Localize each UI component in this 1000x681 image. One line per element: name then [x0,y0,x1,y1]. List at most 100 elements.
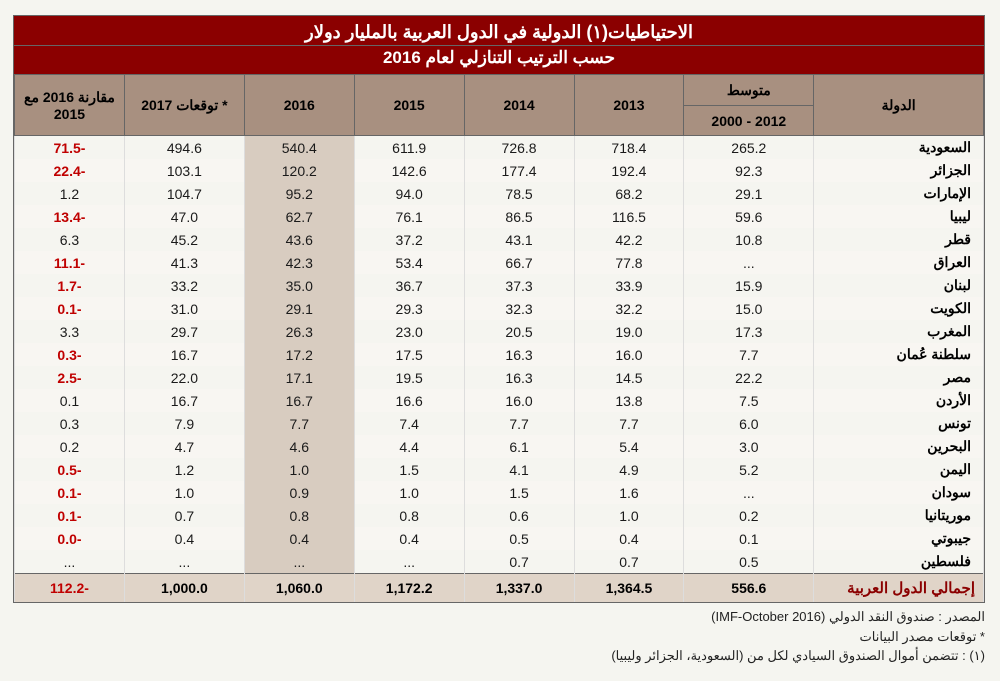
cell-country: جيبوتي [814,527,984,550]
table-row: قطر10.842.243.137.243.645.26.3 [15,228,984,251]
cell-2013: 68.2 [574,182,684,205]
cell-country: سودان [814,481,984,504]
title-line1: الاحتياطيات(١) الدولية في الدول العربية … [305,22,693,42]
cell-compare: ... [15,550,125,574]
reserves-table: الدولة متوسط 2013 2014 2015 2016 * توقعا… [14,74,984,602]
table-row: سلطنة عُمان7.716.016.317.517.216.7-0.3 [15,343,984,366]
cell-2014: 32.3 [464,297,574,320]
cell-2017: 47.0 [124,205,244,228]
cell-2015: 53.4 [354,251,464,274]
cell-2016: 0.4 [244,527,354,550]
cell-2015: 16.6 [354,389,464,412]
cell-avg: 59.6 [684,205,814,228]
cell-country: الأردن [814,389,984,412]
cell-avg: 15.0 [684,297,814,320]
th-avg-bottom: 2012 - 2000 [684,106,814,136]
cell-2017: 16.7 [124,389,244,412]
cell-2013: 19.0 [574,320,684,343]
cell-2016: 95.2 [244,182,354,205]
cell-2017: 33.2 [124,274,244,297]
cell-country: الكويت [814,297,984,320]
cell-2013: 0.4 [574,527,684,550]
total-label: إجمالي الدول العربية [814,574,984,603]
cell-2013: 32.2 [574,297,684,320]
cell-2016: 43.6 [244,228,354,251]
table-title: الاحتياطيات(١) الدولية في الدول العربية … [14,16,984,46]
cell-country: ليبيا [814,205,984,228]
cell-country: الجزائر [814,159,984,182]
cell-2015: 142.6 [354,159,464,182]
total-compare: -112.2 [15,574,125,603]
cell-2013: 16.0 [574,343,684,366]
cell-2017: 0.7 [124,504,244,527]
cell-2014: 0.5 [464,527,574,550]
cell-country: فلسطين [814,550,984,574]
cell-2014: 7.7 [464,412,574,435]
cell-2014: 16.3 [464,366,574,389]
cell-avg: 22.2 [684,366,814,389]
cell-avg: 0.5 [684,550,814,574]
note-source: المصدر : صندوق النقد الدولي (IMF-October… [15,607,985,627]
cell-avg: 29.1 [684,182,814,205]
cell-avg: ... [684,481,814,504]
cell-compare: -0.3 [15,343,125,366]
cell-2014: 6.1 [464,435,574,458]
total-2017: 1,000.0 [124,574,244,603]
cell-2013: 1.6 [574,481,684,504]
cell-country: سلطنة عُمان [814,343,984,366]
cell-2016: 120.2 [244,159,354,182]
table-row: المغرب17.319.020.523.026.329.73.3 [15,320,984,343]
cell-avg: ... [684,251,814,274]
cell-compare: -0.0 [15,527,125,550]
reserves-table-container: الاحتياطيات(١) الدولية في الدول العربية … [13,15,985,603]
th-2016: 2016 [244,75,354,136]
table-row: الأردن7.513.816.016.616.716.70.1 [15,389,984,412]
cell-2014: 16.0 [464,389,574,412]
total-row: إجمالي الدول العربية556.61,364.51,337.01… [15,574,984,603]
cell-2014: 0.6 [464,504,574,527]
cell-2015: 29.3 [354,297,464,320]
cell-2013: 14.5 [574,366,684,389]
cell-2016: 0.9 [244,481,354,504]
cell-avg: 6.0 [684,412,814,435]
cell-country: البحرين [814,435,984,458]
cell-avg: 17.3 [684,320,814,343]
table-row: جيبوتي0.10.40.50.40.40.4-0.0 [15,527,984,550]
cell-2014: 0.7 [464,550,574,574]
cell-2015: 0.4 [354,527,464,550]
cell-2015: 19.5 [354,366,464,389]
cell-avg: 92.3 [684,159,814,182]
cell-2016: 17.1 [244,366,354,389]
th-2017: * توقعات 2017 [124,75,244,136]
cell-2013: 4.9 [574,458,684,481]
table-row: موريتانيا0.21.00.60.80.80.7-0.1 [15,504,984,527]
cell-2013: 1.0 [574,504,684,527]
cell-country: موريتانيا [814,504,984,527]
cell-compare: -0.5 [15,458,125,481]
cell-avg: 7.7 [684,343,814,366]
cell-2015: 1.5 [354,458,464,481]
cell-2014: 86.5 [464,205,574,228]
cell-compare: 3.3 [15,320,125,343]
cell-2017: 1.2 [124,458,244,481]
cell-2017: 16.7 [124,343,244,366]
cell-2014: 78.5 [464,182,574,205]
cell-2017: 103.1 [124,159,244,182]
cell-2014: 20.5 [464,320,574,343]
cell-country: العراق [814,251,984,274]
cell-compare: -1.7 [15,274,125,297]
cell-2015: 76.1 [354,205,464,228]
note-forecast: * توقعات مصدر البيانات [15,627,985,647]
cell-2017: 31.0 [124,297,244,320]
cell-2017: 0.4 [124,527,244,550]
table-row: سودان...1.61.51.00.91.0-0.1 [15,481,984,504]
cell-compare: 6.3 [15,228,125,251]
cell-2016: 29.1 [244,297,354,320]
cell-country: المغرب [814,320,984,343]
th-avg-top: متوسط [684,75,814,106]
cell-2017: ... [124,550,244,574]
cell-2015: 23.0 [354,320,464,343]
cell-2016: 4.6 [244,435,354,458]
cell-compare: 1.2 [15,182,125,205]
cell-country: مصر [814,366,984,389]
